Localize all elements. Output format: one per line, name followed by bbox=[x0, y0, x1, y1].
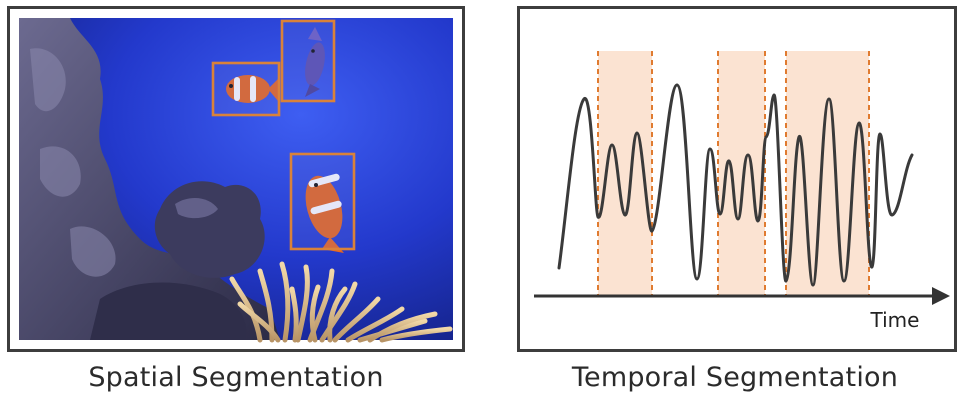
bbox-purple-fish bbox=[280, 19, 336, 103]
segment-bands bbox=[598, 51, 869, 296]
bbox-clownfish-large bbox=[289, 152, 356, 251]
purple-fish bbox=[305, 27, 325, 97]
anemone bbox=[229, 261, 453, 343]
temporal-panel: Time bbox=[517, 6, 957, 352]
segment-boundaries bbox=[597, 51, 870, 296]
clownfish-large bbox=[305, 173, 344, 253]
temporal-caption: Temporal Segmentation bbox=[571, 362, 899, 393]
spatial-caption: Spatial Segmentation bbox=[88, 362, 384, 393]
time-axis-label: Time bbox=[870, 308, 920, 332]
clownfish-small bbox=[226, 75, 278, 103]
aquarium-image bbox=[19, 18, 453, 343]
signal-curve bbox=[557, 83, 914, 287]
bbox-clownfish-small bbox=[211, 61, 281, 117]
segment-band bbox=[786, 51, 869, 296]
time-axis-arrow bbox=[932, 287, 950, 305]
spatial-panel bbox=[7, 6, 465, 352]
temporal-plot: Time bbox=[534, 51, 950, 332]
